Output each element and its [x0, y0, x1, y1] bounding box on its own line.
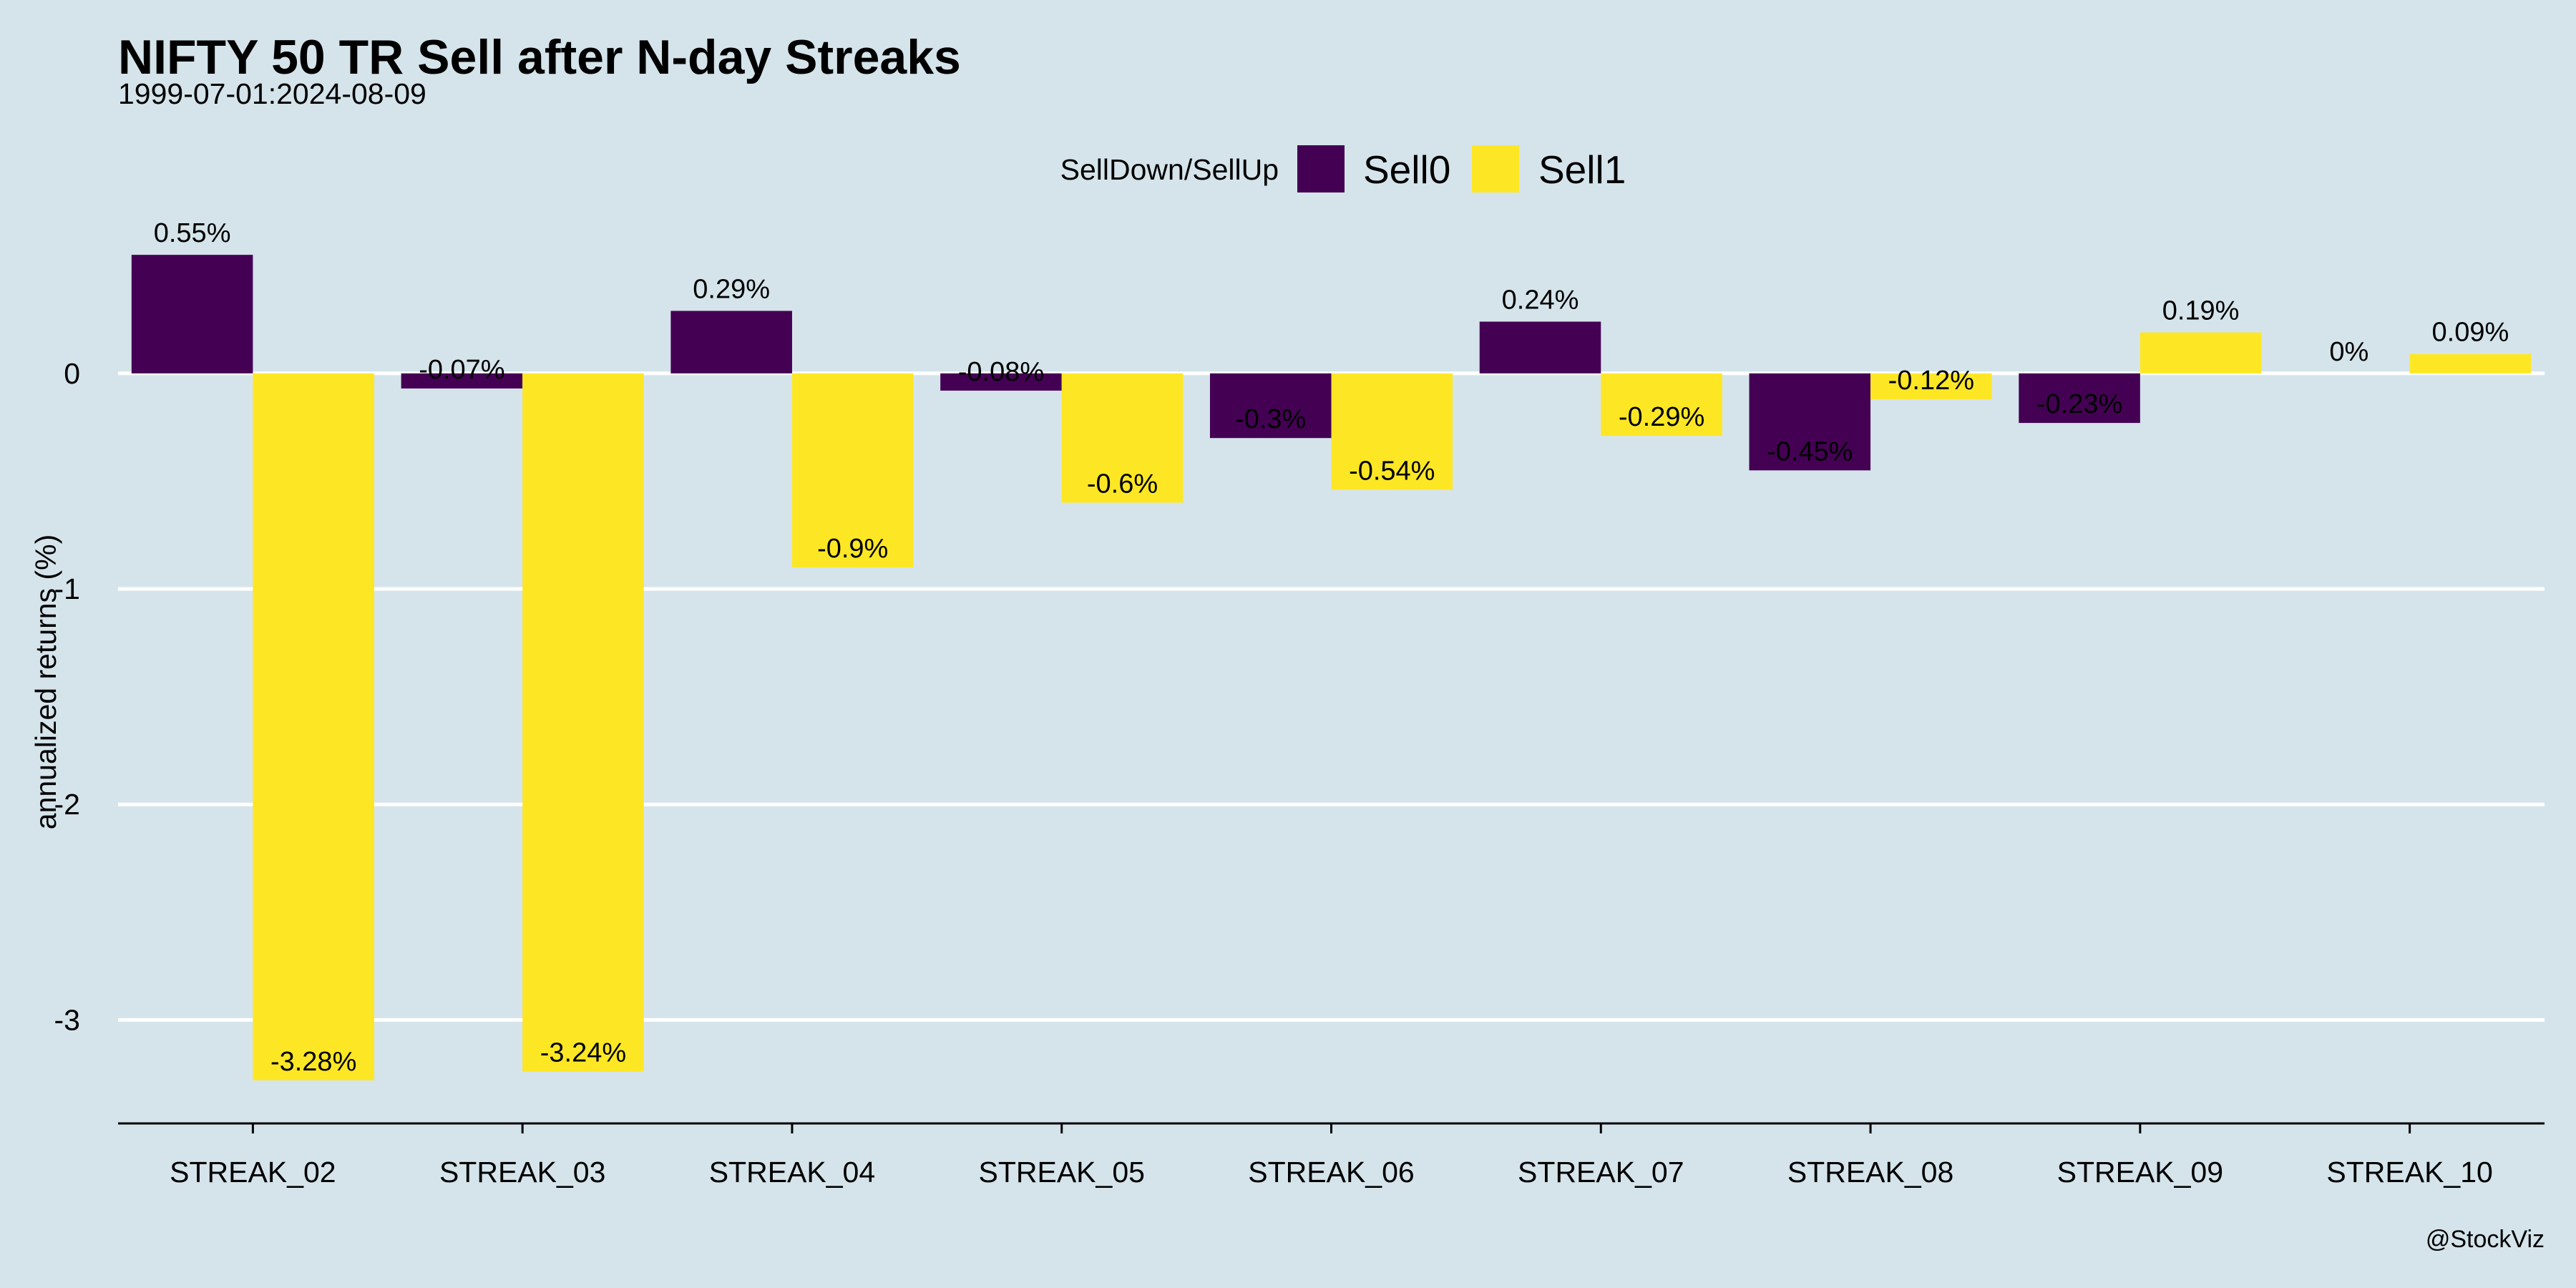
bar-sell1-streak_07	[1601, 373, 1722, 436]
x-tick-label: STREAK_03	[439, 1156, 605, 1189]
x-tick-label: STREAK_02	[170, 1156, 336, 1189]
legend: SellDown/SellUp Sell0 Sell1	[1060, 145, 1626, 192]
bar-label: 0.55%	[154, 218, 231, 248]
bar-sell0-streak_05	[940, 373, 1062, 391]
legend-swatch-sell1	[1472, 145, 1519, 192]
x-tick-label: STREAK_05	[978, 1156, 1144, 1189]
bar-sell1-streak_03	[522, 373, 644, 1072]
x-axis-ticks	[251, 1123, 2411, 1133]
bar-sell1-streak_02	[253, 373, 374, 1080]
bar-label: -0.3%	[1235, 404, 1306, 434]
bar-label: 0.24%	[1502, 286, 1579, 316]
bar-sell0-streak_03	[401, 373, 523, 389]
bar-sell0-streak_08	[1749, 373, 1871, 471]
bars	[131, 255, 2532, 1080]
x-axis-tick-labels: STREAK_02 STREAK_03 STREAK_04 STREAK_05 STRE…	[170, 1156, 2493, 1189]
bar-label: -0.08%	[958, 357, 1044, 387]
x-tick-label: STREAK_10	[2326, 1156, 2492, 1189]
bar-label: 0.19%	[2162, 296, 2240, 326]
bar-label: -0.23%	[2036, 389, 2122, 419]
bar-sell0-streak_04	[670, 311, 792, 374]
bar-label: -0.29%	[1619, 402, 1704, 432]
bar-sell1-streak_06	[1331, 373, 1453, 490]
caption: @StockViz	[2426, 1226, 2545, 1253]
x-tick-label: STREAK_07	[1518, 1156, 1684, 1189]
y-tick-label: -3	[54, 1003, 80, 1036]
bar-label: 0%	[2329, 337, 2368, 367]
bar-sell0-streak_02	[131, 255, 253, 374]
bar-label: -0.45%	[1767, 436, 1853, 467]
legend-label-sell0: Sell0	[1363, 147, 1450, 192]
bar-sell1-streak_05	[1061, 373, 1184, 503]
legend-title: SellDown/SellUp	[1060, 153, 1279, 186]
bar-sell1-streak_09	[2140, 332, 2262, 374]
bar-sell1-streak_04	[791, 373, 914, 567]
x-tick-label: STREAK_09	[2057, 1156, 2223, 1189]
bar-sell0-streak_07	[1479, 321, 1601, 374]
x-tick-label: STREAK_04	[709, 1156, 875, 1189]
bar-label: -0.54%	[1349, 456, 1435, 486]
bar-label: -3.24%	[540, 1038, 626, 1068]
y-tick-label: -1	[54, 572, 80, 605]
legend-swatch-sell0	[1297, 145, 1345, 192]
chart-title: NIFTY 50 TR Sell after N-day Streaks	[118, 30, 961, 84]
bar-label: 0.09%	[2432, 318, 2509, 348]
x-tick-label: STREAK_06	[1248, 1156, 1414, 1189]
bar-sell0-streak_06	[1209, 373, 1332, 439]
legend-label-sell1: Sell1	[1538, 147, 1626, 192]
bar-label: -0.07%	[419, 355, 504, 385]
bar-label: -0.6%	[1087, 469, 1158, 499]
chart-subtitle: 1999-07-01:2024-08-09	[118, 77, 426, 110]
bar-label: 0.29%	[693, 274, 770, 304]
y-tick-label: 0	[64, 357, 80, 390]
y-tick-label: -2	[54, 788, 80, 821]
y-axis-tick-labels: 0 -1 -2 -3	[54, 357, 80, 1037]
bar-labels: 0.55% -3.28% -0.07% -3.24% 0.29% -0.9% -0.08% -…	[154, 218, 2509, 1077]
bar-label: -0.9%	[817, 534, 888, 564]
bar-label: -0.12%	[1888, 366, 1974, 396]
bar-sell1-streak_10	[2409, 353, 2532, 374]
bar-label: -3.28%	[270, 1047, 356, 1077]
y-axis-title: annualized returns (%)	[29, 535, 62, 829]
bar-sell1-streak_08	[1870, 373, 1992, 399]
bar-sell0-streak_09	[2019, 373, 2140, 424]
x-tick-label: STREAK_08	[1787, 1156, 1953, 1189]
